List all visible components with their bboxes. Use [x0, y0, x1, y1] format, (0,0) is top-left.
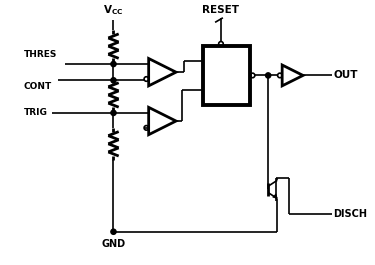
Text: GND: GND: [101, 239, 126, 249]
Circle shape: [111, 110, 116, 116]
Text: THRES: THRES: [24, 50, 57, 59]
Text: TRIG: TRIG: [24, 108, 48, 117]
Bar: [203, 46, 250, 105]
Circle shape: [111, 61, 116, 67]
Text: $\mathbf{V_{CC}}$: $\mathbf{V_{CC}}$: [104, 4, 124, 17]
Text: RESET: RESET: [202, 5, 240, 15]
Text: CONT: CONT: [24, 82, 52, 91]
Text: OUT: OUT: [333, 70, 358, 80]
Circle shape: [111, 229, 116, 234]
Polygon shape: [273, 194, 277, 198]
Circle shape: [111, 78, 116, 83]
Text: DISCH: DISCH: [333, 209, 367, 219]
Circle shape: [266, 73, 271, 78]
